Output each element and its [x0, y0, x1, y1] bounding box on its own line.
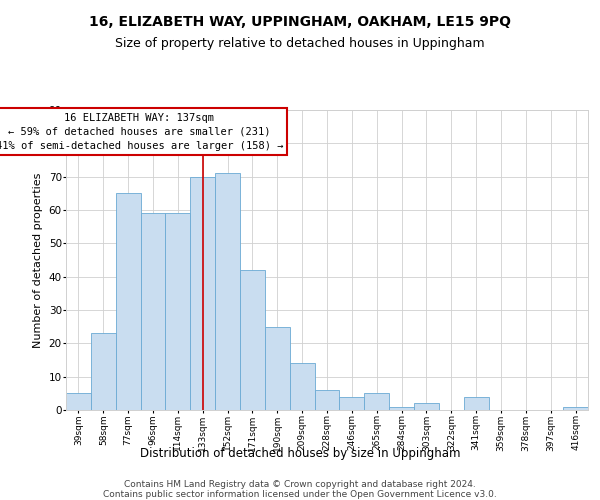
Bar [166, 214, 190, 410]
Bar [265, 326, 290, 410]
Bar [116, 194, 140, 410]
Text: Distribution of detached houses by size in Uppingham: Distribution of detached houses by size … [140, 448, 460, 460]
Bar [66, 394, 91, 410]
Y-axis label: Number of detached properties: Number of detached properties [33, 172, 43, 348]
Bar [414, 404, 439, 410]
Bar [190, 176, 215, 410]
Text: 16 ELIZABETH WAY: 137sqm
← 59% of detached houses are smaller (231)
41% of semi-: 16 ELIZABETH WAY: 137sqm ← 59% of detach… [0, 112, 283, 150]
Bar [389, 406, 414, 410]
Bar [215, 174, 240, 410]
Bar [290, 364, 314, 410]
Bar [464, 396, 488, 410]
Text: Contains HM Land Registry data © Crown copyright and database right 2024.
Contai: Contains HM Land Registry data © Crown c… [103, 480, 497, 500]
Bar [140, 214, 166, 410]
Bar [91, 334, 116, 410]
Text: Size of property relative to detached houses in Uppingham: Size of property relative to detached ho… [115, 38, 485, 51]
Text: 16, ELIZABETH WAY, UPPINGHAM, OAKHAM, LE15 9PQ: 16, ELIZABETH WAY, UPPINGHAM, OAKHAM, LE… [89, 15, 511, 29]
Bar [314, 390, 340, 410]
Bar [364, 394, 389, 410]
Bar [240, 270, 265, 410]
Bar [340, 396, 364, 410]
Bar [563, 406, 588, 410]
